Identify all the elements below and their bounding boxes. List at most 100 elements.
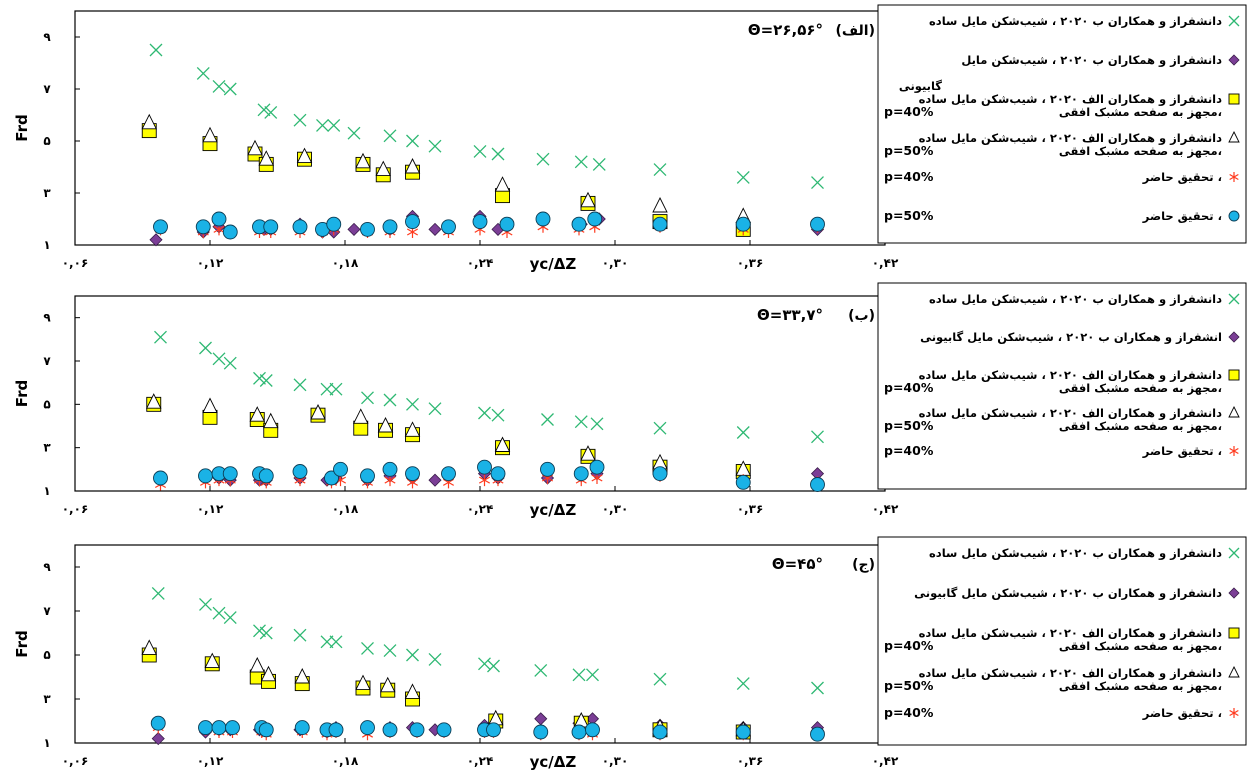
data-point-x: [383, 129, 397, 143]
data-point-x: [534, 663, 548, 677]
data-point-triangle: [494, 436, 511, 452]
panel-letter: (ب): [848, 308, 875, 324]
data-point-circle: [652, 466, 668, 482]
data-point-circle: [535, 211, 551, 227]
series-circle: [153, 459, 825, 492]
data-point-circle: [472, 214, 488, 230]
data-point-circle: [222, 224, 238, 240]
legend-entry-p: p=50%: [884, 143, 934, 158]
data-point-circle: [211, 211, 227, 227]
data-point-triangle: [263, 412, 279, 429]
data-point-x: [428, 402, 442, 416]
data-point-x: [257, 103, 271, 117]
data-point-x: [320, 635, 334, 649]
data-point-triangle: [202, 126, 218, 143]
y-tick-label: ۹: [43, 560, 51, 574]
series-triangle: [141, 113, 751, 223]
data-point-circle: [441, 219, 456, 235]
angle-label: Θ=۴۵°: [772, 555, 823, 573]
data-point-circle: [225, 720, 240, 736]
legend-entry-p: p=50%: [884, 418, 934, 433]
legend-marker-diamond: [1228, 54, 1240, 66]
data-point-circle: [571, 724, 587, 740]
data-point-x: [383, 644, 397, 658]
x-axis-title: yc/ΔZ: [530, 753, 577, 771]
legend-entry-p: p=50%: [884, 208, 934, 223]
data-point-triangle: [202, 397, 218, 413]
legend-marker-asterisk: [1229, 708, 1239, 718]
series-circle: [150, 715, 825, 742]
legend-entry-label: دانشفراز و همکاران ب ۲۰۲۰ ، شیب‌شکن مایل…: [929, 292, 1222, 307]
legend-entry-label: دانشفراز و همکاران الف ۲۰۲۰ ، شیب‌شکن ما…: [919, 666, 1222, 681]
x-tick-label: ۰,۱۸: [332, 502, 359, 516]
data-point-circle: [328, 722, 344, 738]
data-point-triangle: [580, 191, 596, 208]
y-tick-label: ۱: [43, 736, 50, 750]
data-point-circle: [589, 459, 605, 475]
data-point-diamond: [428, 222, 442, 236]
data-point-circle: [486, 722, 501, 738]
legend-marker-asterisk: [1229, 172, 1239, 182]
data-point-x: [327, 118, 341, 132]
series-circle: [153, 211, 825, 240]
data-point-triangle: [380, 676, 396, 693]
legend-entry-label: انشفراز و همکاران ب ۲۰۲۰ ، شیب‌شکن مایل …: [920, 330, 1222, 345]
data-point-circle: [198, 720, 213, 736]
x-tick-label: ۰,۳۶: [737, 502, 764, 516]
x-tick-label: ۰,۱۸: [332, 754, 359, 768]
data-point-circle: [382, 461, 398, 477]
data-point-x: [199, 341, 212, 355]
data-point-x: [406, 397, 419, 411]
data-point-x: [428, 652, 442, 666]
data-point-x: [320, 382, 334, 396]
legend-marker-square: [1228, 627, 1240, 639]
chart-panel-3: ۱ ۳ ۵ ۷ ۹ ۰,۰۶ ۰,۱۲ ۰,۱۸ ۰,۲۴ ۰,۳۰ ۰,۳۶ ۰,۴۲ yc/ΔZ Fr…: [13, 544, 899, 771]
data-point-x: [653, 421, 667, 435]
data-point-triangle: [249, 656, 265, 673]
data-point-x: [736, 170, 750, 184]
data-point-triangle: [260, 665, 277, 682]
data-point-x: [473, 144, 487, 158]
data-point-x: [264, 105, 278, 119]
data-point-x: [259, 374, 273, 387]
data-point-circle: [326, 216, 342, 232]
data-point-x: [428, 139, 442, 153]
legend-entry-label: مجهز به صفحه مشبک افقی،: [1059, 144, 1222, 158]
x-tick-label: ۰,۱۲: [197, 754, 224, 768]
data-point-triangle: [294, 667, 310, 684]
data-point-x: [149, 43, 163, 57]
y-tick-label: ۹: [43, 30, 51, 44]
x-tick-label: ۰,۳۰: [602, 502, 629, 516]
data-point-circle: [333, 461, 348, 477]
y-tick-label: ۳: [43, 441, 51, 455]
y-axis-title: Frd: [13, 630, 31, 657]
data-point-circle: [571, 216, 587, 232]
data-point-triangle: [141, 113, 157, 130]
x-tick-label: ۰,۲۴: [467, 502, 494, 516]
data-point-x: [293, 113, 307, 127]
data-point-x: [316, 118, 329, 132]
data-point-triangle: [249, 406, 265, 422]
data-point-circle: [382, 219, 398, 235]
x-tick-label: ۰,۳۶: [737, 754, 764, 768]
data-point-x: [491, 147, 505, 161]
x-tick-label: ۰,۴۲: [872, 754, 899, 768]
y-tick-label: ۳: [43, 692, 51, 706]
data-point-circle: [405, 214, 420, 230]
data-point-x: [478, 406, 491, 420]
data-point-circle: [490, 466, 506, 482]
data-point-circle: [652, 216, 668, 232]
data-point-x: [259, 626, 273, 640]
data-point-circle: [810, 477, 825, 492]
data-point-circle: [477, 459, 492, 475]
data-point-triangle: [258, 150, 274, 166]
legend-box: [877, 536, 1247, 746]
legend-2: دانشفراز و همکاران ب ۲۰۲۰ ، شیب‌شکن مایل…: [877, 282, 1247, 490]
legend-entry-label: تحقیق حاضر ،: [1142, 209, 1222, 223]
data-point-x: [223, 356, 237, 370]
data-point-circle: [533, 724, 549, 740]
data-point-x: [586, 668, 599, 682]
data-point-triangle: [375, 160, 391, 177]
data-point-triangle: [494, 176, 511, 192]
x-axis-title: yc/ΔZ: [530, 501, 577, 519]
